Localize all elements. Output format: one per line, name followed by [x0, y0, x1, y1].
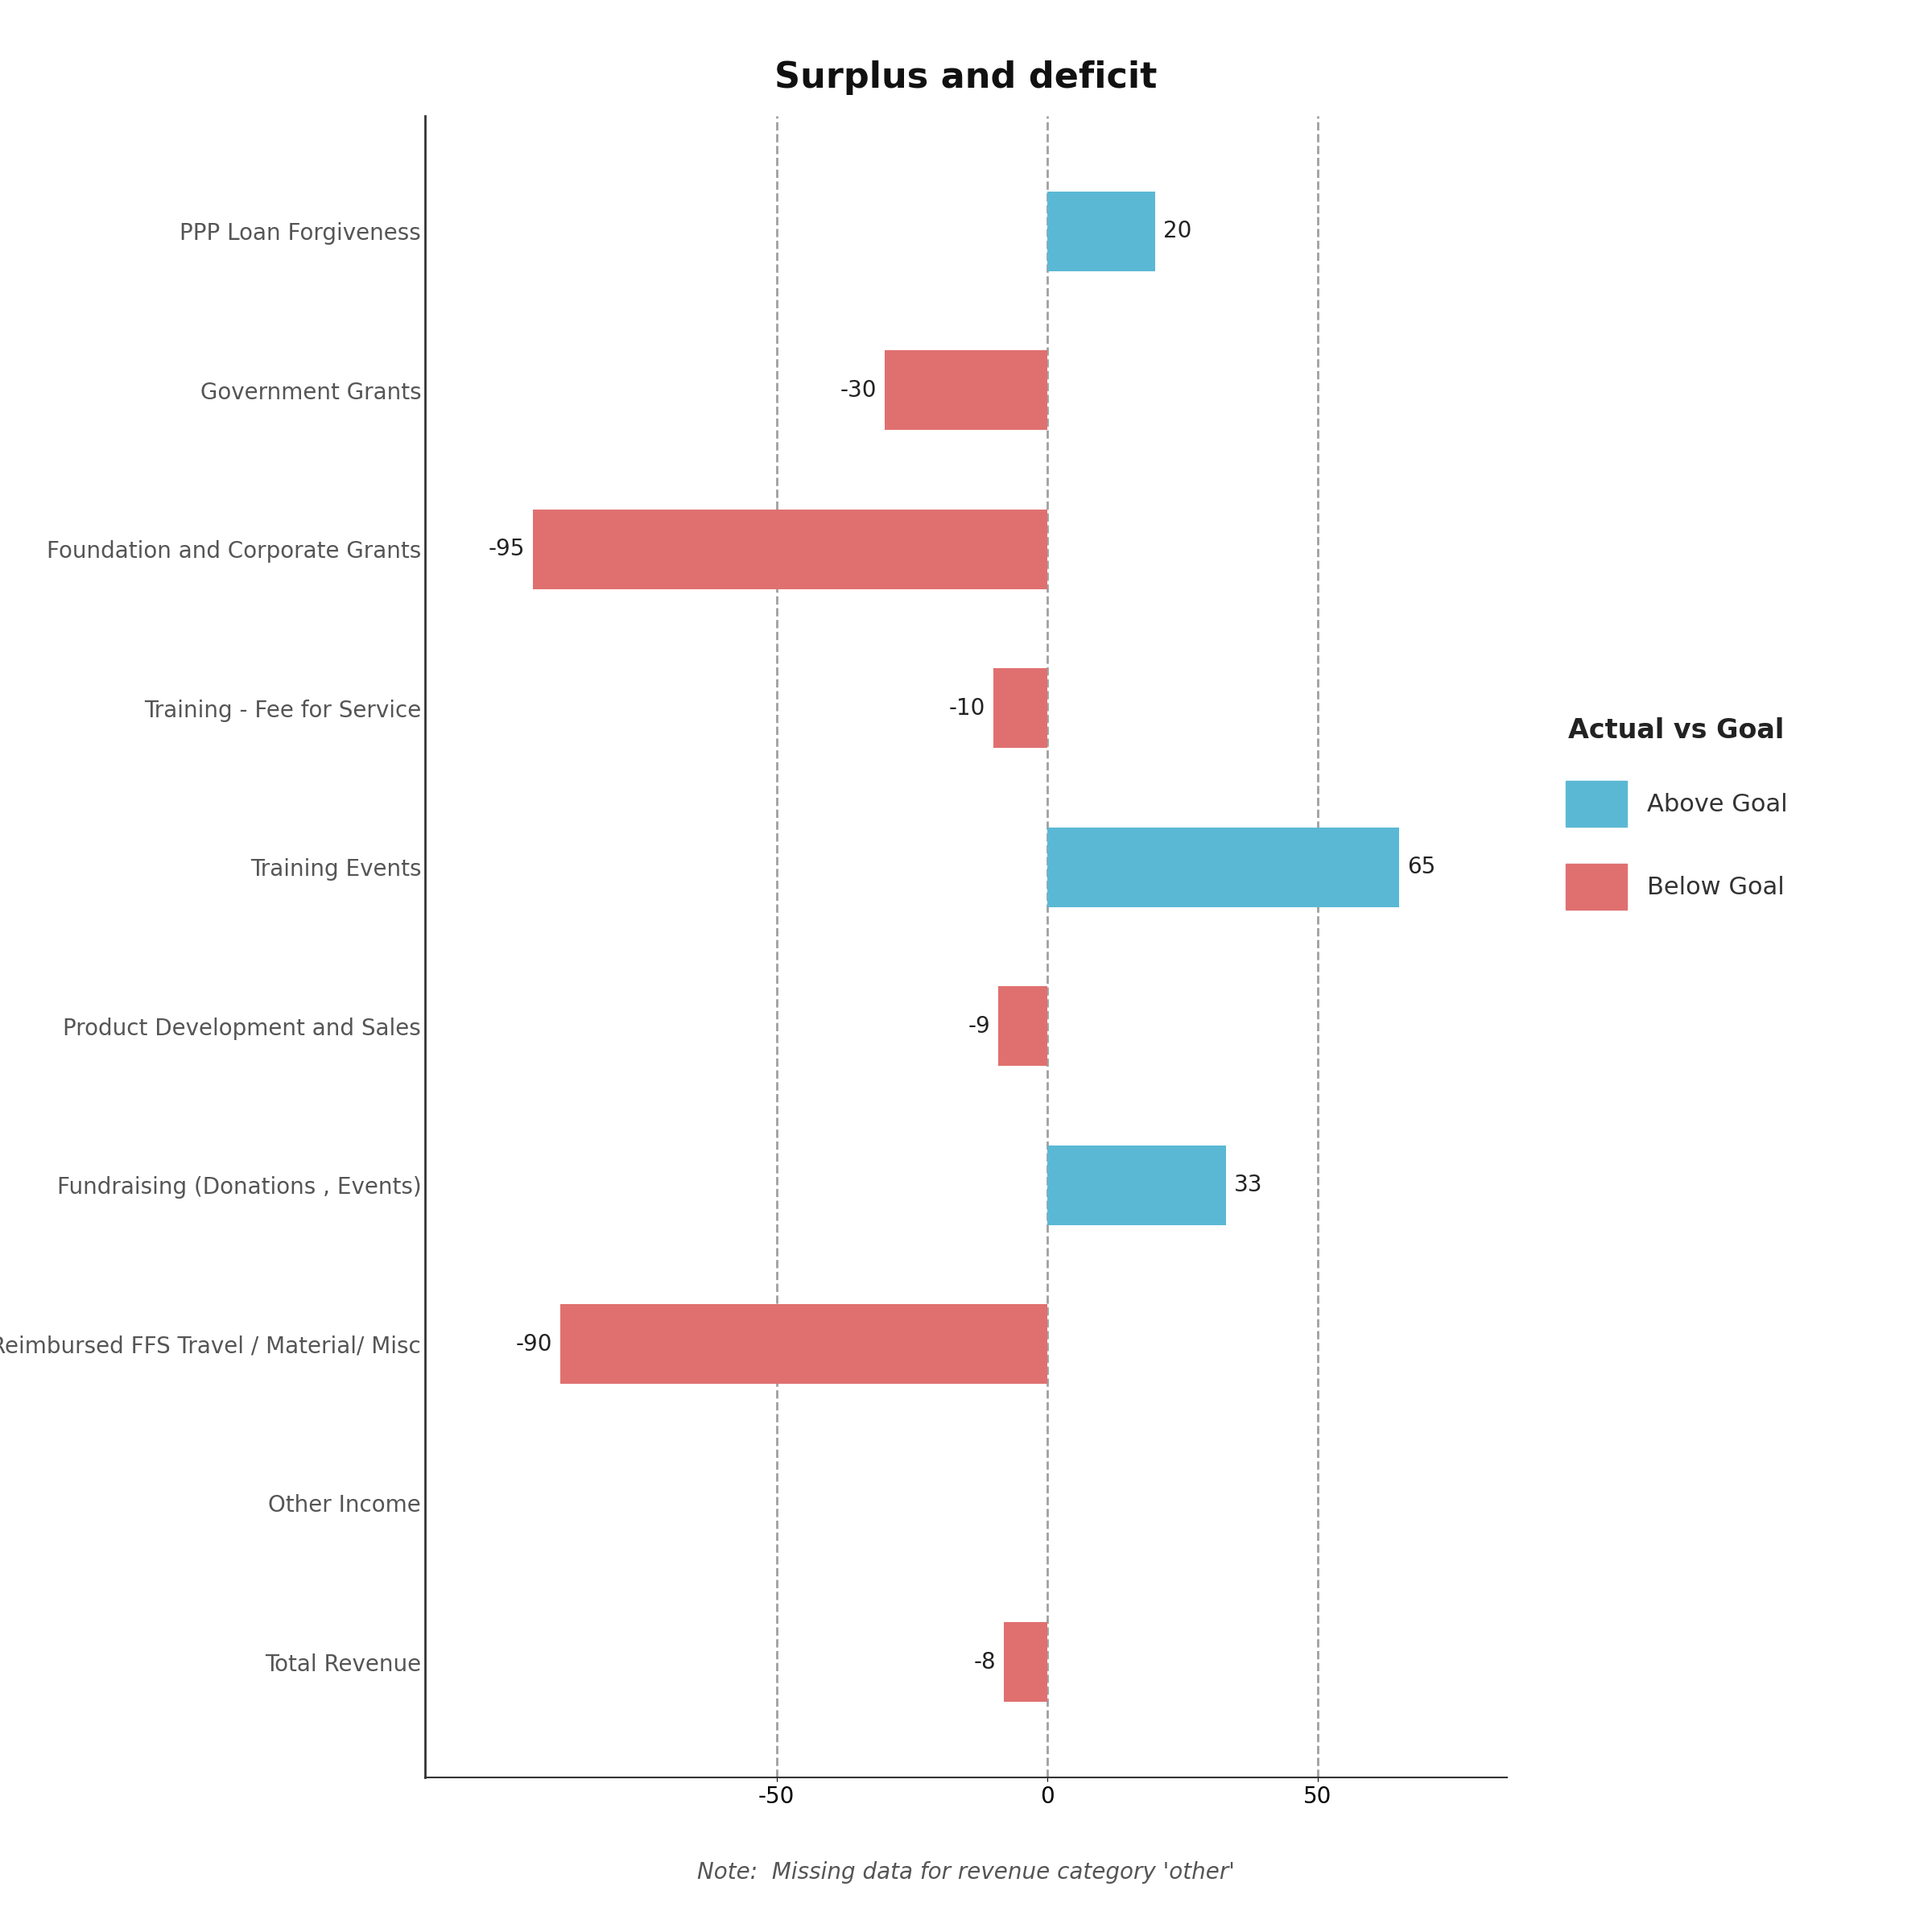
- Text: 65: 65: [1406, 856, 1435, 879]
- Text: 20: 20: [1163, 220, 1192, 242]
- Bar: [885, 350, 1047, 431]
- Text: -95: -95: [489, 537, 526, 560]
- Bar: [533, 510, 1047, 589]
- Bar: [1005, 1623, 1047, 1702]
- Legend: Above Goal, Below Goal: Above Goal, Below Goal: [1542, 694, 1812, 935]
- Title: Surplus and deficit: Surplus and deficit: [775, 60, 1157, 95]
- Text: -30: -30: [840, 379, 877, 402]
- Bar: [560, 1304, 1047, 1383]
- Text: Note:  Missing data for revenue category 'other': Note: Missing data for revenue category …: [697, 1861, 1235, 1884]
- Bar: [999, 987, 1047, 1066]
- Bar: [1047, 1146, 1225, 1225]
- Text: -9: -9: [968, 1014, 991, 1037]
- Bar: [993, 668, 1047, 748]
- Text: 33: 33: [1235, 1175, 1262, 1196]
- Text: -10: -10: [949, 697, 985, 719]
- Text: -8: -8: [974, 1652, 995, 1673]
- Bar: [1047, 191, 1155, 270]
- Bar: [1047, 827, 1399, 906]
- Text: -90: -90: [516, 1333, 553, 1356]
